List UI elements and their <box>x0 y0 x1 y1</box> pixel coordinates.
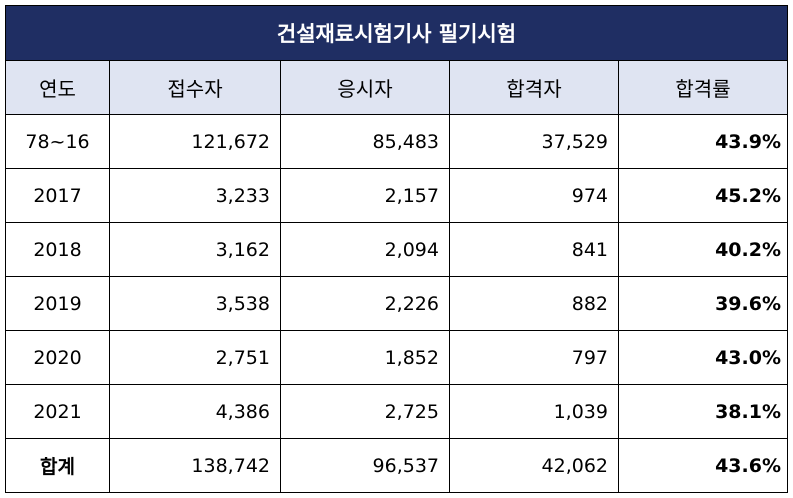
total-label: 합계 <box>5 438 110 493</box>
cell-year: 78~16 <box>5 114 110 169</box>
cell-applicants: 3,538 <box>109 276 281 331</box>
total-pass-rate: 43.6% <box>618 438 788 493</box>
cell-passed: 1,039 <box>449 384 619 439</box>
column-header-pass-rate: 합격률 <box>618 60 788 115</box>
cell-passed: 882 <box>449 276 619 331</box>
table-row: 2018 3,162 2,094 841 40.2% <box>5 222 788 277</box>
cell-pass-rate: 40.2% <box>618 222 788 277</box>
cell-passed: 797 <box>449 330 619 385</box>
table-row: 78~16 121,672 85,483 37,529 43.9% <box>5 114 788 169</box>
table-row: 2019 3,538 2,226 882 39.6% <box>5 276 788 331</box>
cell-applicants: 2,751 <box>109 330 281 385</box>
stats-table-container: 건설재료시험기사 필기시험 연도 접수자 응시자 합격자 합격률 78~16 1… <box>5 5 788 493</box>
cell-pass-rate: 39.6% <box>618 276 788 331</box>
total-row: 합계 138,742 96,537 42,062 43.6% <box>5 438 788 493</box>
cell-examinees: 2,725 <box>280 384 450 439</box>
cell-applicants: 3,233 <box>109 168 281 223</box>
column-header-applicants: 접수자 <box>109 60 281 115</box>
cell-examinees: 1,852 <box>280 330 450 385</box>
cell-examinees: 2,157 <box>280 168 450 223</box>
cell-examinees: 2,094 <box>280 222 450 277</box>
title-row: 건설재료시험기사 필기시험 <box>5 5 788 61</box>
cell-year: 2019 <box>5 276 110 331</box>
exam-statistics-table: 건설재료시험기사 필기시험 연도 접수자 응시자 합격자 합격률 78~16 1… <box>5 5 788 493</box>
cell-pass-rate: 43.0% <box>618 330 788 385</box>
cell-applicants: 121,672 <box>109 114 281 169</box>
cell-applicants: 3,162 <box>109 222 281 277</box>
cell-year: 2018 <box>5 222 110 277</box>
column-header-passed: 합격자 <box>449 60 619 115</box>
table-row: 2021 4,386 2,725 1,039 38.1% <box>5 384 788 439</box>
cell-pass-rate: 45.2% <box>618 168 788 223</box>
column-header-year: 연도 <box>5 60 110 115</box>
cell-year: 2021 <box>5 384 110 439</box>
total-passed: 42,062 <box>449 438 619 493</box>
cell-pass-rate: 38.1% <box>618 384 788 439</box>
cell-year: 2020 <box>5 330 110 385</box>
header-row: 연도 접수자 응시자 합격자 합격률 <box>5 60 788 115</box>
total-examinees: 96,537 <box>280 438 450 493</box>
cell-year: 2017 <box>5 168 110 223</box>
total-applicants: 138,742 <box>109 438 281 493</box>
cell-passed: 974 <box>449 168 619 223</box>
table-row: 2020 2,751 1,852 797 43.0% <box>5 330 788 385</box>
table-row: 2017 3,233 2,157 974 45.2% <box>5 168 788 223</box>
column-header-examinees: 응시자 <box>280 60 450 115</box>
table-title: 건설재료시험기사 필기시험 <box>5 5 788 61</box>
cell-passed: 37,529 <box>449 114 619 169</box>
cell-examinees: 85,483 <box>280 114 450 169</box>
cell-passed: 841 <box>449 222 619 277</box>
cell-applicants: 4,386 <box>109 384 281 439</box>
cell-examinees: 2,226 <box>280 276 450 331</box>
cell-pass-rate: 43.9% <box>618 114 788 169</box>
